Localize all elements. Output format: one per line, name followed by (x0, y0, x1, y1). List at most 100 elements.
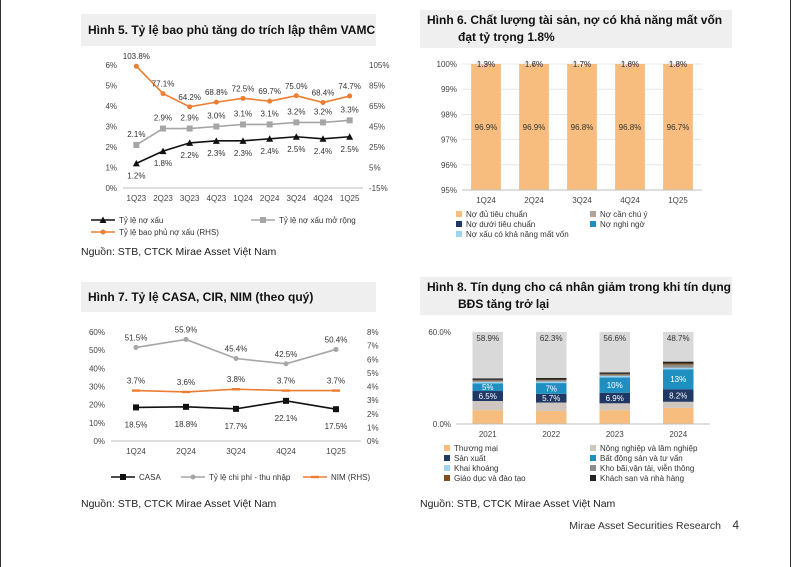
data-label-2: 103.8% (123, 52, 150, 61)
data-label-2: 3.7% (127, 377, 145, 386)
data-point-1 (213, 123, 220, 130)
y-tick-label: 20% (89, 401, 105, 410)
data-point-2 (267, 98, 273, 104)
data-label-0: 2.5% (287, 145, 305, 154)
legend-label-3: Nợ nghi ngờ (600, 220, 645, 229)
data-point-1 (333, 346, 339, 352)
footer-text: Mirae Asset Securities Research (569, 520, 721, 532)
bar-segment-0 (663, 64, 693, 190)
bar-label-2: 6.5% (479, 392, 497, 401)
legend-swatch-1 (590, 445, 596, 451)
bar-label-3: 7% (545, 384, 557, 393)
y-tick-label: 0.0% (433, 420, 451, 429)
data-label-2: 64.2% (178, 93, 201, 102)
x-tick-label: 3Q24 (287, 194, 307, 203)
y-tick-label: 0% (93, 437, 105, 446)
left-edge (0, 0, 1, 567)
bar-label-0: 96.9% (523, 123, 546, 132)
data-point-1 (186, 125, 193, 132)
x-tick-label: 3Q24 (572, 196, 592, 205)
bar-label-4: 1.3% (477, 60, 495, 69)
bar-segment-8 (599, 332, 630, 373)
y-tick-label: 60.0% (428, 328, 451, 337)
x-tick-label: 2Q23 (153, 194, 173, 203)
bar-segment-8 (536, 332, 567, 378)
bar-segment-0 (567, 64, 597, 190)
y2-tick-label: 6% (367, 355, 379, 364)
data-point-2 (240, 95, 246, 101)
data-point-2 (293, 93, 299, 99)
bar-segment-4 (663, 367, 694, 370)
data-label-2: 3.7% (327, 377, 345, 386)
data-label-0: 2.5% (341, 145, 359, 154)
legend-label-2: Nợ dưới tiêu chuẩn (466, 220, 535, 229)
legend-swatch-5 (590, 465, 596, 471)
bar-label-0: 96.7% (667, 123, 690, 132)
legend-0-marker (99, 216, 107, 223)
y2-tick-label: 5% (367, 369, 379, 378)
data-point-0 (132, 159, 140, 167)
bar-segment-3 (663, 369, 694, 390)
data-label-1: 55.9% (175, 325, 198, 334)
legend-swatch-2 (456, 221, 462, 227)
x-tick-label: 2Q24 (176, 447, 196, 456)
bar-segment-2 (536, 393, 567, 403)
y2-tick-label: 2% (367, 410, 379, 419)
data-label-1: 42.5% (275, 350, 298, 359)
bar-segment-4 (472, 381, 503, 384)
data-label-1: 3.1% (234, 109, 252, 118)
legend-label-2: NIM (RHS) (331, 473, 370, 482)
data-label-0: 18.5% (125, 420, 148, 429)
bar-segment-4 (536, 381, 567, 384)
legend-1-marker (260, 217, 266, 223)
x-tick-label: 4Q24 (313, 194, 333, 203)
x-tick-label: 2022 (542, 430, 560, 439)
data-label-0: 2.3% (207, 149, 225, 158)
y2-tick-label: 65% (369, 102, 385, 111)
bar-segment-1 (599, 403, 630, 411)
fig6-header (420, 10, 732, 48)
bar-segment-0 (663, 407, 694, 424)
y-tick-label: 95% (441, 186, 457, 195)
y-tick-label: 40% (89, 364, 105, 373)
y2-tick-label: -15% (369, 184, 388, 193)
data-label-1: 51.5% (125, 333, 148, 342)
bar-label-8: 48.7% (667, 334, 690, 343)
bar-segment-3 (472, 383, 503, 392)
data-point-0 (266, 135, 274, 142)
legend-swatch-7 (590, 475, 596, 481)
y2-tick-label: 4% (367, 383, 379, 392)
data-point-1 (233, 356, 239, 362)
y2-tick-label: 1% (367, 423, 379, 432)
bar-segment-8 (663, 332, 694, 362)
bar-label-1: 0.7% (573, 60, 591, 69)
data-label-1: 3.2% (314, 107, 332, 116)
y2-tick-label: 5% (369, 164, 381, 173)
legend-label-1: Tỷ lệ nợ xấu mở rộng (279, 216, 356, 225)
fig5-header (81, 14, 376, 46)
legend-label-1: Tỷ lệ chi phí - thu nhập (209, 473, 291, 482)
data-point-2 (182, 390, 190, 394)
legend-label-5: Kho bãi,vận tải, viễn thông (600, 464, 694, 473)
data-point-2 (320, 100, 326, 106)
fig7-header (81, 282, 376, 312)
bar-segment-5 (599, 374, 630, 376)
data-point-2 (187, 104, 193, 110)
y2-tick-label: 3% (367, 396, 379, 405)
y2-tick-label: 85% (369, 82, 385, 91)
fig6-title-line1: Hình 6. Chất lượng tài sản, nợ có khả nă… (427, 13, 723, 27)
bar-segment-7 (663, 361, 694, 364)
bar-label-4: 1.8% (669, 60, 687, 69)
legend-label-0: Nợ đủ tiêu chuẩn (466, 210, 527, 219)
x-tick-label: 1Q25 (326, 447, 346, 456)
legend-swatch-1 (590, 211, 596, 217)
y2-tick-label: 8% (367, 328, 379, 337)
fig6-title-line2: đạt tỷ trọng 1.8% (458, 30, 555, 44)
data-label-0: 2.4% (261, 147, 279, 156)
bar-label-2: 6.9% (606, 394, 624, 403)
legend-label-7: Khách sạn và nhà hàng (600, 474, 684, 483)
bar-segment-0 (519, 64, 549, 190)
bar-label-8: 58.9% (476, 334, 499, 343)
data-point-1 (240, 121, 246, 128)
bar-label-1: 0.7% (525, 60, 543, 69)
